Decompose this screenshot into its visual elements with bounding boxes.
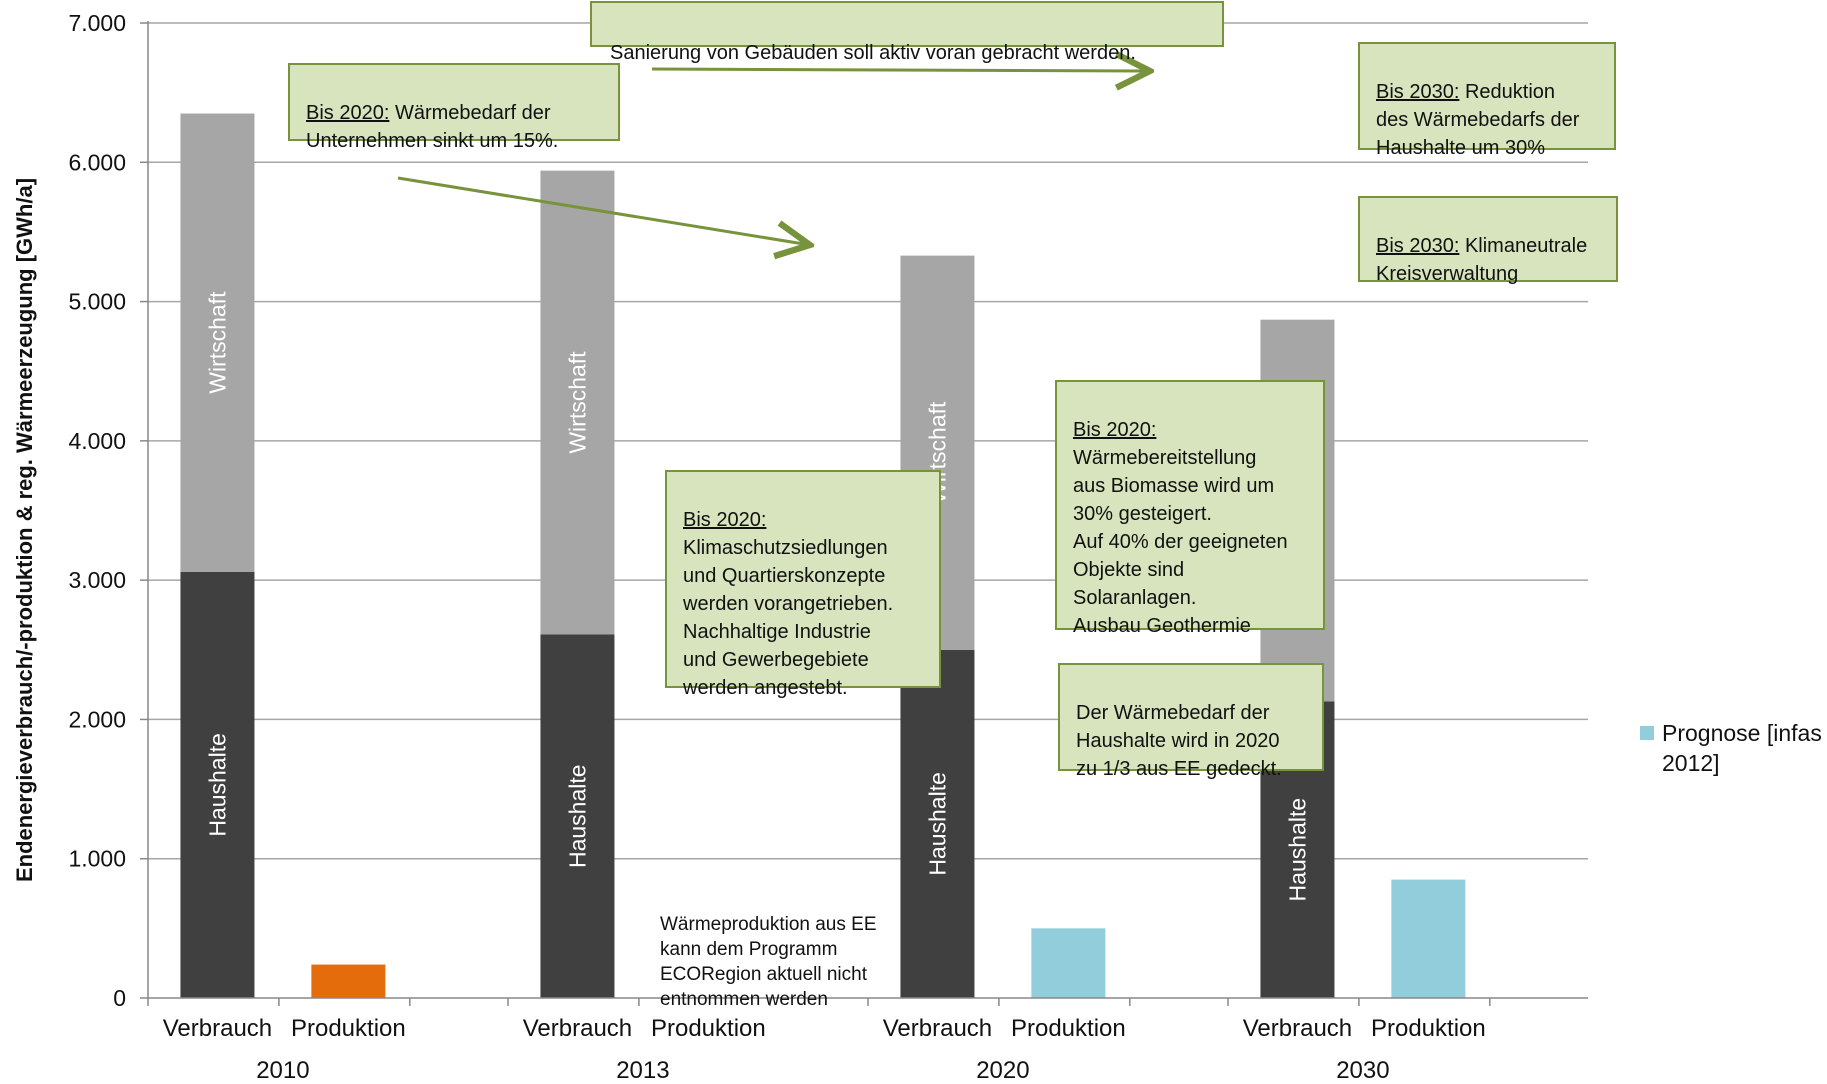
- bar-produktion-2020: [1031, 928, 1106, 998]
- produktion-note: Wärmeproduktion aus EE kann dem Programm…: [660, 887, 920, 1012]
- note-biomasse-text: Wärmebereitstellung aus Biomasse wird um…: [1073, 447, 1288, 637]
- y-tick-label: 2.000: [68, 706, 126, 732]
- y-tick-label: 6.000: [68, 149, 126, 175]
- segment-label-wirtschaft: Wirtschaft: [564, 351, 590, 454]
- x-subcategory-label: Verbrauch: [163, 1015, 272, 1042]
- note-kreisverwaltung-title: Bis 2030:: [1376, 235, 1460, 257]
- bars: [180, 113, 1466, 998]
- y-tick-label: 7.000: [68, 10, 126, 36]
- x-group-label: 2010: [256, 1057, 309, 1084]
- segment-label-wirtschaft: Wirtschaft: [204, 291, 230, 394]
- bar-produktion-2010: [311, 964, 386, 998]
- note-unternehmen-text: Wärmebedarf der Unternehmen sinkt um 15%…: [306, 102, 559, 152]
- note-ee-deckung: Der Wärmebedarf der Haushalte wird in 20…: [1058, 663, 1324, 780]
- note-biomasse-title: Bis 2020:: [1073, 419, 1157, 441]
- produktion-note-text: Wärmeproduktion aus EE kann dem Programm…: [660, 914, 877, 1010]
- note-sanierung-text: Sanierung von Gebäuden soll aktiv voran …: [610, 42, 1136, 64]
- legend-label-prognose: Prognose [infas 2012]: [1662, 720, 1822, 776]
- bar-haushalte-2020: [900, 649, 975, 998]
- note-sanierung: Sanierung von Gebäuden soll aktiv voran …: [590, 1, 1224, 64]
- note-klimaschutz: Bis 2020: Klimaschutzsiedlungen und Quar…: [665, 470, 941, 699]
- x-subcategory-label: Verbrauch: [523, 1015, 632, 1042]
- axes: [140, 21, 1588, 1006]
- segment-label-haushalte: Haushalte: [1284, 798, 1310, 902]
- bar-wirtschaft-2013: [540, 170, 615, 635]
- unternehmen-arrow: [397, 176, 810, 245]
- x-subcategory-label: Produktion: [291, 1015, 406, 1042]
- sanierung-arrow: [651, 69, 1150, 71]
- x-group-label: 2020: [976, 1057, 1029, 1084]
- note-ee-deckung-text: Der Wärmebedarf der Haushalte wird in 20…: [1076, 702, 1282, 780]
- x-subcategory-label: Produktion: [1371, 1015, 1486, 1042]
- bar-haushalte-2013: [540, 634, 615, 998]
- y-tick-label: 5.000: [68, 289, 126, 315]
- y-tick-label: 1.000: [68, 846, 126, 872]
- x-group-label: 2013: [616, 1057, 669, 1084]
- y-tick-label: 4.000: [68, 428, 126, 454]
- note-kreisverwaltung-text: Klimaneutrale Kreisverwaltung: [1376, 235, 1588, 285]
- legend-swatch-prognose: [1640, 726, 1654, 740]
- trend-arrows: [397, 69, 1150, 245]
- note-haushalte-2030-title: Bis 2030:: [1376, 81, 1460, 103]
- y-tick-label: 3.000: [68, 567, 126, 593]
- y-tick-label: 0: [113, 985, 126, 1011]
- segment-label-haushalte: Haushalte: [204, 733, 230, 837]
- bar-produktion-2030: [1391, 879, 1466, 998]
- note-haushalte-2030: Bis 2030: Reduktion des Wärmebedarfs der…: [1358, 42, 1616, 159]
- note-kreisverwaltung: Bis 2030: Klimaneutrale Kreisverwaltung: [1358, 196, 1618, 285]
- x-subcategory-label: Produktion: [651, 1015, 766, 1042]
- x-subcategory-label: Verbrauch: [1243, 1015, 1352, 1042]
- segment-label-haushalte: Haushalte: [564, 764, 590, 868]
- note-unternehmen-title: Bis 2020:: [306, 102, 390, 124]
- note-klimaschutz-title: Bis 2020:: [683, 509, 767, 531]
- y-axis-label: Endenergieverbrauch/-produktion & reg. W…: [12, 178, 37, 882]
- bar-haushalte-2010: [180, 571, 255, 998]
- note-haushalte-2030-text: Reduktion des Wärmebedarfs der Haushalte…: [1376, 81, 1580, 159]
- x-subcategory-label: Produktion: [1011, 1015, 1126, 1042]
- x-subcategory-label: Verbrauch: [883, 1015, 992, 1042]
- segment-label-haushalte: Haushalte: [924, 772, 950, 876]
- bar-wirtschaft-2010: [180, 113, 255, 572]
- note-unternehmen: Bis 2020: Wärmebedarf der Unternehmen si…: [288, 63, 620, 152]
- note-klimaschutz-text: Klimaschutzsiedlungen und Quartierskonze…: [683, 537, 894, 699]
- note-biomasse: Bis 2020: Wärmebereitstellung aus Biomas…: [1055, 380, 1325, 637]
- x-group-label: 2030: [1336, 1057, 1389, 1084]
